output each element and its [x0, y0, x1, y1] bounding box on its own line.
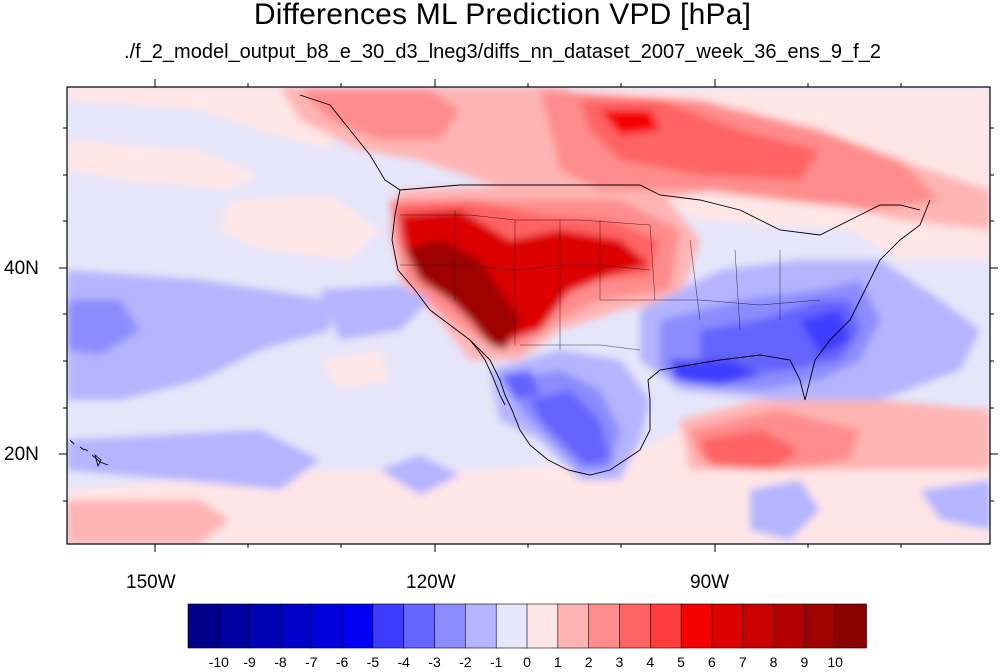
colorbar-swatch — [403, 603, 436, 649]
colorbar-label: 4 — [646, 654, 655, 670]
colorbar-swatch — [619, 603, 652, 649]
hawaii-islands — [83, 448, 102, 468]
colorbar-label: 9 — [800, 654, 809, 670]
colorbar-swatch — [187, 603, 220, 649]
colorbar-label: -10 — [208, 654, 229, 670]
x-tick-label-120w: 120W — [406, 572, 456, 593]
colorbar-label: -1 — [489, 654, 503, 670]
axis-ticks — [59, 79, 998, 552]
colorbar-swatch — [834, 603, 867, 649]
colorbar-label: 1 — [553, 654, 562, 670]
colorbar-label: -6 — [335, 654, 349, 670]
colorbar-label: 7 — [738, 654, 747, 670]
y-tick-label-20n: 20N — [4, 444, 39, 465]
colorbar-swatch — [557, 603, 590, 649]
colorbar-label: -9 — [243, 654, 256, 670]
colorbar-label: -5 — [366, 654, 380, 670]
colorbar-label: 3 — [615, 654, 624, 670]
x-tick-label-150w: 150W — [126, 572, 176, 593]
colorbar-swatch — [711, 603, 744, 649]
colorbar-swatch — [280, 603, 313, 649]
state-borders — [400, 210, 821, 351]
colorbar-label: -4 — [397, 654, 410, 670]
colorbar-label: -8 — [274, 654, 287, 670]
colorbar-swatch — [495, 603, 528, 649]
colorbar-label: 2 — [584, 654, 593, 670]
colorbar-swatch — [465, 603, 497, 649]
colorbar-label: 8 — [769, 654, 778, 670]
colorbar-label: -3 — [428, 654, 441, 670]
colorbar-swatch — [249, 603, 282, 649]
x-tick-label-90w: 90W — [690, 572, 730, 593]
colorbar-label: 6 — [708, 654, 716, 670]
y-tick-label-40n: 40N — [4, 258, 39, 279]
vpd-difference-field — [67, 87, 990, 544]
colorbar-swatch — [434, 603, 467, 649]
colorbar-swatch — [526, 603, 559, 649]
map-subtitle: ./f_2_model_output_b8_e_30_d3_lneg3/diff… — [124, 41, 881, 63]
difference-contours — [67, 87, 990, 544]
colorbar-swatch — [742, 603, 775, 649]
colorbar-swatch — [804, 603, 836, 649]
colorbar-swatch — [372, 603, 405, 649]
colorbar-label: 0 — [523, 654, 531, 670]
colorbar-swatch — [680, 603, 713, 649]
colorbar-label: -7 — [305, 654, 318, 670]
map-title: Differences ML Prediction VPD [hPa] — [253, 0, 752, 31]
colorbar-label: 10 — [827, 654, 843, 670]
colorbar-swatch — [649, 603, 682, 649]
colorbar-swatch — [773, 603, 806, 649]
colorbar-label: -2 — [459, 654, 472, 670]
colorbar — [187, 603, 867, 649]
colorbar-label: 5 — [677, 654, 685, 670]
colorbar-swatch — [310, 603, 343, 649]
colorbar-swatch — [341, 603, 374, 649]
colorbar-swatch — [218, 603, 251, 649]
coastlines — [69, 94, 931, 476]
colorbar-swatch — [588, 603, 621, 649]
